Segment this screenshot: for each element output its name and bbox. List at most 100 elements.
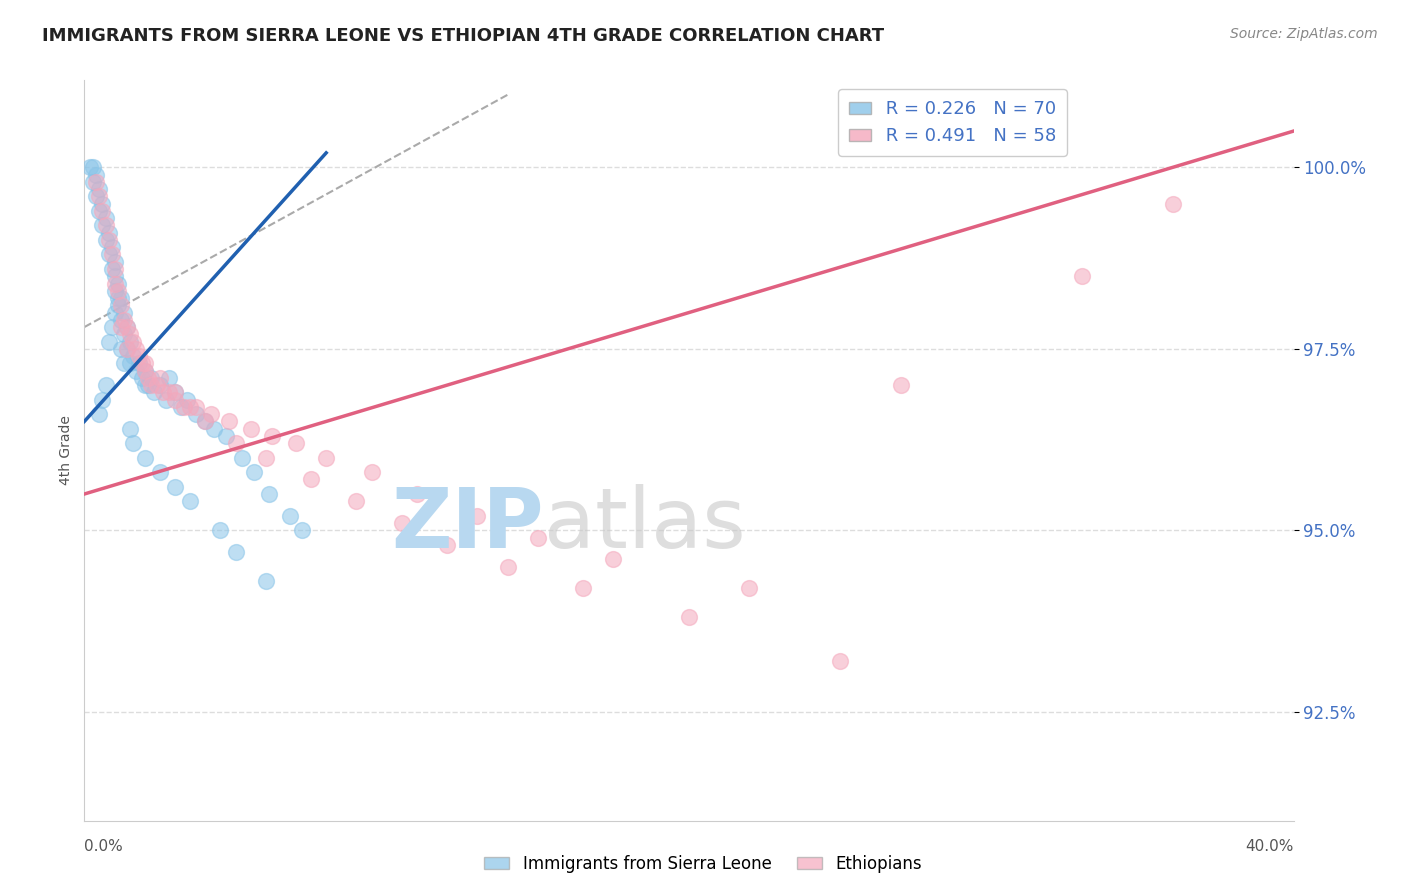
Point [104,254,127,268]
Point [125,363,148,377]
Point [134,450,156,465]
Point [118,334,141,349]
Point [165,480,187,494]
Point [436,538,458,552]
Point [291,524,314,538]
Point [94,233,117,247]
Point [118,356,141,370]
Point [112,356,135,370]
Point [115,342,138,356]
Point [1161,196,1184,211]
Point [285,436,308,450]
Point [115,320,138,334]
Point [97,226,120,240]
Point [165,385,187,400]
Point [173,400,195,414]
Point [89,203,111,218]
Point [97,334,120,349]
Point [278,508,301,523]
Point [100,320,122,334]
Point [406,487,429,501]
Legend:  R = 0.226   N = 70,  R = 0.491   N = 58: R = 0.226 N = 70, R = 0.491 N = 58 [838,89,1067,156]
Point [225,436,247,450]
Point [231,450,253,465]
Point [890,378,912,392]
Point [128,356,150,370]
Point [830,654,852,668]
Point [136,371,159,385]
Point [1071,269,1094,284]
Point [104,305,127,319]
Point [152,385,174,400]
Point [89,407,111,421]
Point [115,320,138,334]
Point [157,371,180,385]
Point [104,284,127,298]
Point [139,378,162,392]
Text: 40.0%: 40.0% [1246,838,1294,854]
Point [91,196,114,211]
Point [131,356,153,370]
Point [215,429,238,443]
Point [110,342,132,356]
Point [194,414,217,428]
Point [89,182,111,196]
Point [134,363,156,377]
Point [194,414,217,428]
Point [94,378,117,392]
Point [149,371,172,385]
Point [149,465,172,479]
Text: IMMIGRANTS FROM SIERRA LEONE VS ETHIOPIAN 4TH GRADE CORRELATION CHART: IMMIGRANTS FROM SIERRA LEONE VS ETHIOPIA… [42,27,884,45]
Point [170,400,193,414]
Point [100,262,122,277]
Point [146,378,169,392]
Legend: Immigrants from Sierra Leone, Ethiopians: Immigrants from Sierra Leone, Ethiopians [478,848,928,880]
Point [134,378,156,392]
Point [91,219,114,233]
Point [200,407,222,421]
Point [179,494,201,508]
Point [121,334,143,349]
Point [218,414,240,428]
Point [254,574,277,588]
Point [176,392,198,407]
Point [82,175,104,189]
Point [134,363,156,377]
Point [86,175,108,189]
Point [467,508,489,523]
Point [104,262,127,277]
Point [157,385,180,400]
Y-axis label: 4th Grade: 4th Grade [59,416,73,485]
Point [128,349,150,363]
Point [94,211,117,226]
Point [678,610,700,624]
Point [107,284,129,298]
Point [97,233,120,247]
Point [100,247,122,261]
Point [136,378,159,392]
Point [100,240,122,254]
Point [527,531,550,545]
Point [572,582,595,596]
Point [110,313,132,327]
Point [91,203,114,218]
Point [242,465,264,479]
Point [112,313,135,327]
Point [97,247,120,261]
Point [209,524,232,538]
Point [496,559,519,574]
Point [134,356,156,370]
Text: ZIP: ZIP [391,484,544,565]
Point [179,400,201,414]
Point [125,342,148,356]
Point [89,189,111,203]
Point [738,582,761,596]
Point [186,400,208,414]
Point [186,407,208,421]
Point [118,327,141,342]
Point [94,219,117,233]
Point [91,392,114,407]
Point [118,422,141,436]
Point [86,189,108,203]
Point [149,378,172,392]
